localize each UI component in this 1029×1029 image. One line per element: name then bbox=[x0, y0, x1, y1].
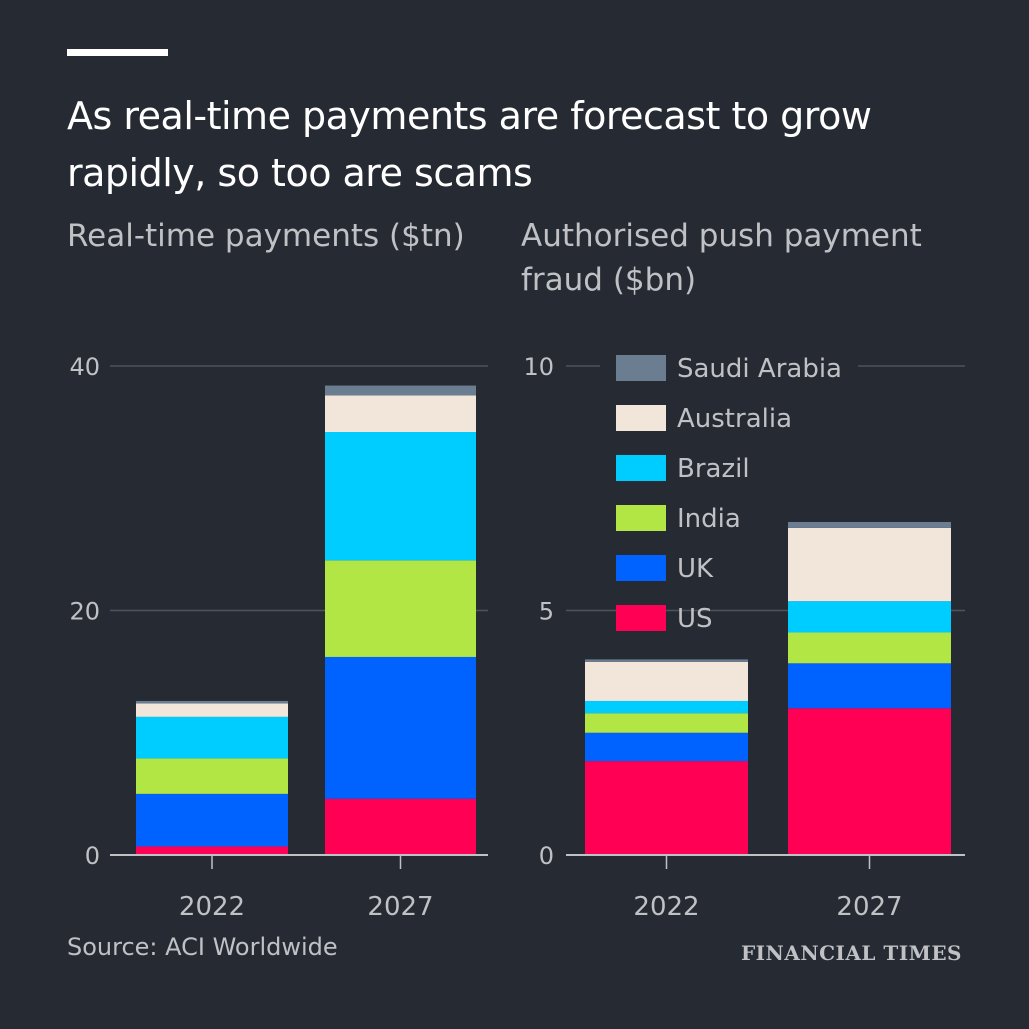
left-bar-2022-australia bbox=[136, 703, 288, 717]
right-bar-2022-australia bbox=[585, 661, 748, 701]
right-ytick-label-0: 0 bbox=[539, 842, 554, 870]
legend-swatch-india bbox=[616, 505, 666, 531]
legend-label-us: US bbox=[677, 604, 713, 634]
left-bar-2022-india bbox=[136, 758, 288, 794]
legend-swatch-brazil bbox=[616, 455, 666, 481]
right-bar-2022-brazil bbox=[585, 700, 748, 714]
chart-title: As real-time payments are forecast to gr… bbox=[67, 94, 872, 195]
legend-label-uk: UK bbox=[677, 554, 714, 584]
right-bar-2027-us bbox=[788, 708, 951, 855]
legend-swatch-uk bbox=[616, 555, 666, 581]
right-ytick-label-5: 5 bbox=[539, 598, 554, 626]
source-note: Source: ACI Worldwide bbox=[67, 933, 338, 961]
left-bar-2027-saudi-arabia bbox=[325, 385, 476, 396]
right-bar-2022-saudi-arabia bbox=[585, 659, 748, 662]
left-bar-2027-us bbox=[325, 798, 476, 855]
left-bar-2027-india bbox=[325, 560, 476, 657]
legend-label-australia: Australia bbox=[677, 404, 792, 434]
right-bar-2027-brazil bbox=[788, 601, 951, 633]
left-bar-2022-brazil bbox=[136, 716, 288, 759]
right-xtick-label-2027: 2027 bbox=[836, 892, 902, 922]
left-xtick-label-2022: 2022 bbox=[179, 892, 245, 922]
ft-logo: FINANCIAL TIMES bbox=[740, 941, 962, 965]
right-bar-2027-saudi-arabia bbox=[788, 521, 951, 528]
right-bar-2027-australia bbox=[788, 527, 951, 602]
header-accent-bar bbox=[67, 49, 168, 56]
left-ytick-label-40: 40 bbox=[69, 353, 100, 381]
legend-swatch-us bbox=[616, 605, 666, 631]
legend-swatch-saudi-arabia bbox=[616, 355, 666, 381]
left-bar-2022-uk bbox=[136, 793, 288, 847]
left-ytick-label-0: 0 bbox=[85, 842, 100, 870]
left-bar-2027-brazil bbox=[325, 432, 476, 561]
left-xtick-label-2027: 2027 bbox=[367, 892, 433, 922]
right-xtick-label-2022: 2022 bbox=[633, 892, 699, 922]
right-bar-2027-uk bbox=[788, 663, 951, 709]
right-bar-2022-india bbox=[585, 713, 748, 733]
left-bar-2022-saudi-arabia bbox=[136, 700, 288, 704]
left-bar-2022-us bbox=[136, 846, 288, 855]
left-ytick-label-20: 20 bbox=[69, 598, 100, 626]
legend-label-brazil: Brazil bbox=[677, 454, 750, 484]
left-chart-subtitle: Real-time payments ($tn) bbox=[67, 218, 465, 254]
right-bar-2027-india bbox=[788, 632, 951, 664]
right-bar-2022-us bbox=[585, 761, 748, 855]
right-ytick-label-10: 10 bbox=[523, 353, 554, 381]
legend-label-india: India bbox=[677, 504, 741, 534]
left-bar-2027-uk bbox=[325, 656, 476, 799]
legend-label-saudi-arabia: Saudi Arabia bbox=[677, 354, 842, 384]
legend-swatch-australia bbox=[616, 405, 666, 431]
left-bar-2027-australia bbox=[325, 395, 476, 433]
right-bar-2022-uk bbox=[585, 732, 748, 762]
right-chart-subtitle: Authorised push payment fraud ($bn) bbox=[521, 218, 922, 298]
